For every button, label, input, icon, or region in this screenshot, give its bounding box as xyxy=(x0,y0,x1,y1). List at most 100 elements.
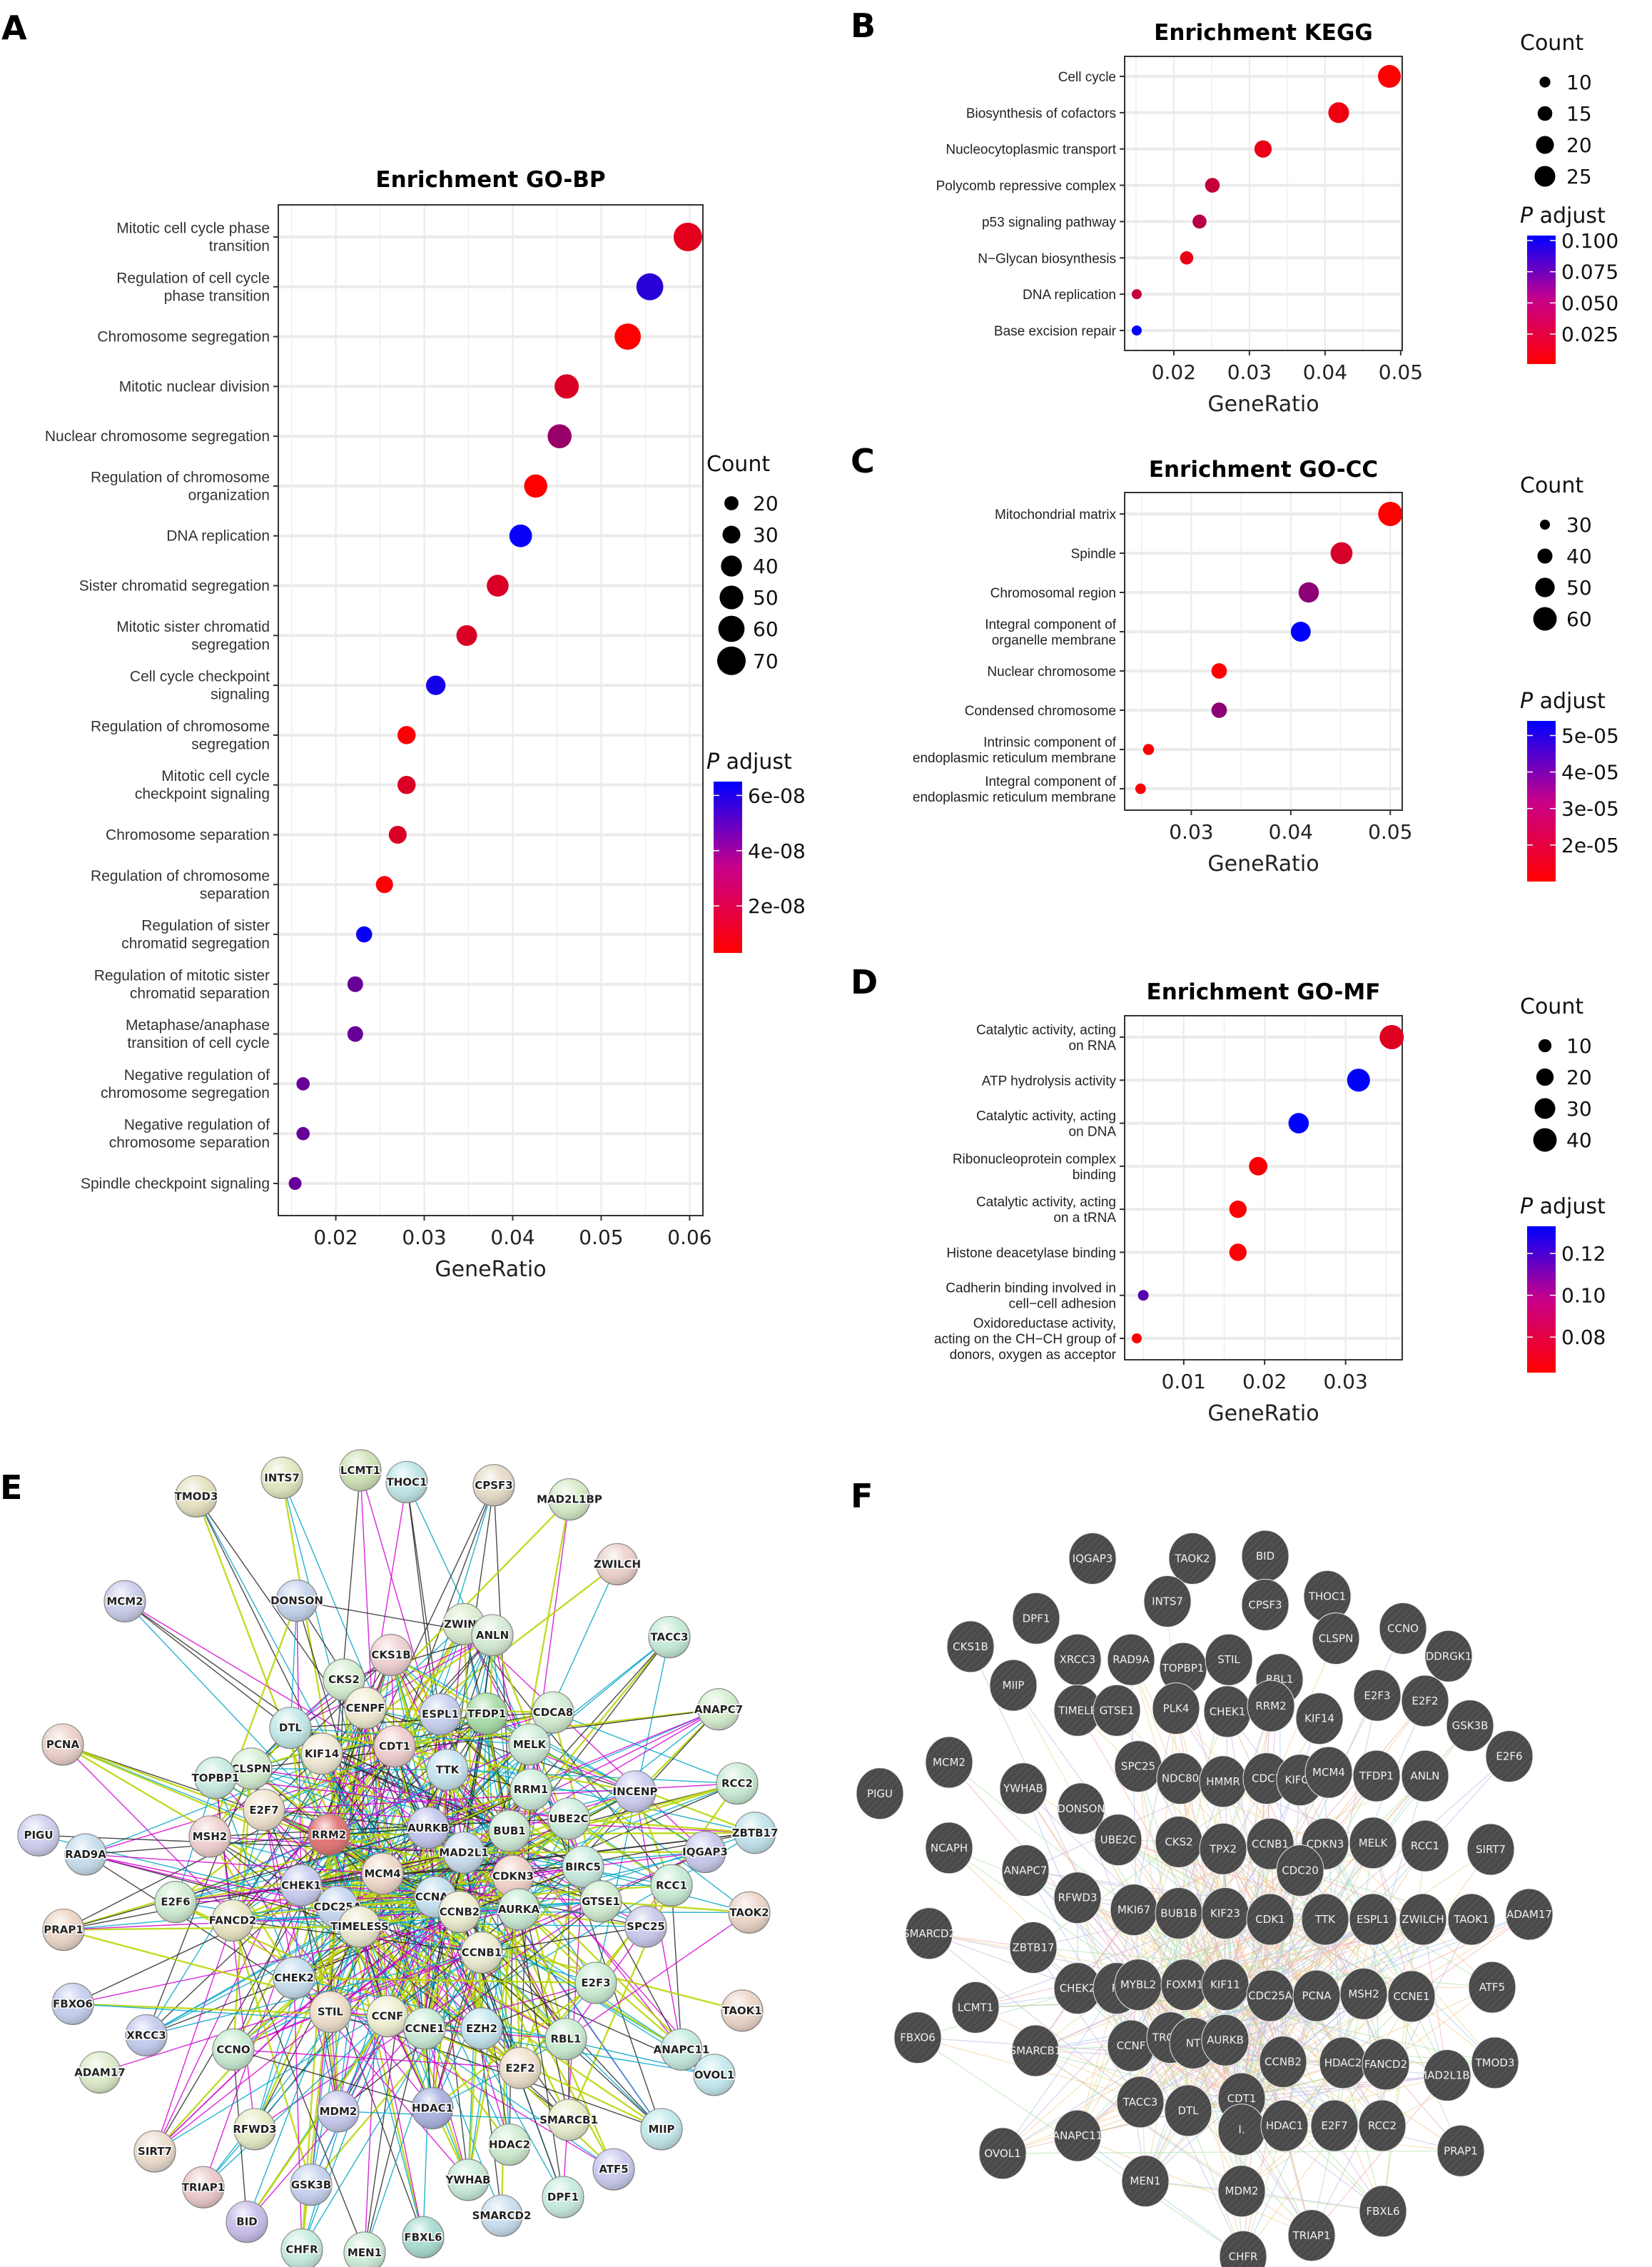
node-circle xyxy=(1201,2014,1250,2066)
y-category-label: Regulation of cell cycle xyxy=(116,270,270,286)
y-category-label: Polycomb repressive complex xyxy=(936,179,1117,194)
node-label: RCC1 xyxy=(656,1879,687,1892)
node-circle xyxy=(1259,2036,1307,2089)
node-label: STIL xyxy=(318,2006,344,2019)
y-category-label: checkpoint signaling xyxy=(135,786,270,802)
node-label: MSH2 xyxy=(193,1830,228,1843)
node-label: NCAPH xyxy=(931,1842,968,1854)
protein-node: E2F7 xyxy=(243,1789,285,1832)
network-edge xyxy=(463,1623,672,1886)
node-label: CPSF3 xyxy=(1248,1598,1282,1611)
data-point xyxy=(1131,289,1142,300)
gene-node: TAOK2 xyxy=(1168,1533,1217,1585)
network-edge xyxy=(1023,1788,1242,2131)
node-circle xyxy=(1152,1682,1200,1735)
node-highlight xyxy=(79,2051,121,2094)
node-highlight xyxy=(472,1614,513,1656)
gene-node: THOC1 xyxy=(1303,1570,1352,1622)
gene-node: AURKB xyxy=(1201,2014,1250,2066)
gene-node: E2F6 xyxy=(1485,1730,1534,1783)
y-category-label: chromatid segregation xyxy=(121,936,270,952)
node-label: CDT1 xyxy=(1227,2092,1257,2105)
gene-node: INTS7 xyxy=(1143,1575,1192,1627)
network-edge xyxy=(208,1836,295,1979)
node-highlight xyxy=(370,1634,412,1676)
node-label: GSK3B xyxy=(1452,1720,1489,1732)
node-label: MDM2 xyxy=(320,2105,358,2118)
size-legend-dot xyxy=(1534,1098,1556,1119)
node-circle xyxy=(1423,2049,1471,2102)
y-category-label: on RNA xyxy=(1068,1039,1116,1054)
p-italic: P xyxy=(706,749,720,774)
data-point xyxy=(487,575,509,597)
size-legend-dot xyxy=(1533,1128,1557,1152)
size-legend-dot xyxy=(724,496,739,510)
network-edge xyxy=(233,2049,521,2069)
y-category-label: Mitotic nuclear division xyxy=(119,378,270,395)
node-circle xyxy=(1505,1888,1554,1941)
node-label: FBXL6 xyxy=(1366,2205,1399,2218)
node-label: CCNO xyxy=(1387,1622,1419,1635)
node-circle xyxy=(1301,1893,1349,1946)
node-highlight xyxy=(155,1881,196,1923)
protein-node: CDT1 xyxy=(373,1725,416,1768)
gene-node: E2F3 xyxy=(1353,1669,1402,1722)
gene-node: TTK xyxy=(1301,1893,1349,1946)
protein-node: SIRT7 xyxy=(133,2130,176,2173)
color-legend-title: P adjust xyxy=(706,749,792,774)
network-edge xyxy=(530,1709,719,1790)
colorbar xyxy=(1527,721,1556,882)
node-label: PIGU xyxy=(867,1787,893,1800)
protein-node: ANAPC7 xyxy=(693,1688,744,1731)
node-circle xyxy=(1424,1630,1473,1682)
node-circle xyxy=(905,1907,953,1960)
node-highlight xyxy=(280,1864,322,1907)
node-label: DONSON xyxy=(1057,1802,1105,1815)
node-label: YWHAB xyxy=(445,2173,490,2186)
node-highlight xyxy=(427,1749,468,1791)
protein-node: AURKB xyxy=(407,1807,450,1849)
node-label: CHEK2 xyxy=(1060,1982,1096,1995)
network-edge xyxy=(290,1727,388,2016)
data-point xyxy=(388,825,407,844)
node-highlight xyxy=(625,1906,667,1948)
protein-node: BUB1 xyxy=(488,1809,531,1852)
node-label: MDM2 xyxy=(1225,2185,1259,2198)
plot-area xyxy=(1125,56,1402,350)
node-circle xyxy=(1287,2209,1336,2262)
data-point xyxy=(1192,214,1207,229)
data-point xyxy=(1229,1200,1247,1218)
node-highlight xyxy=(489,1810,530,1852)
colorbar-label: 0.025 xyxy=(1561,323,1618,346)
node-highlight xyxy=(500,2047,541,2089)
node-highlight xyxy=(447,2159,489,2201)
node-label: AURKB xyxy=(407,1822,449,1834)
node-circle xyxy=(1068,1533,1117,1585)
network-edge xyxy=(330,1897,436,2013)
x-tick-label: 0.02 xyxy=(1242,1370,1287,1393)
network-edge xyxy=(290,1600,298,1728)
node-layer: IQGAP3 TAOK2 BID THOC1 INTS7 CPSF3 DPF1 CLSPN CC… xyxy=(856,1530,1554,2267)
network-edge xyxy=(175,1834,330,1903)
node-label: RRM1 xyxy=(514,1783,548,1796)
node-label: DTL xyxy=(279,1722,303,1735)
protein-node: CHEK2 xyxy=(273,1957,315,1999)
gene-node: MCM4 xyxy=(1304,1746,1353,1799)
protein-node: CHFR xyxy=(280,2228,323,2267)
gene-node: CLSPN xyxy=(1312,1612,1360,1665)
network-edge xyxy=(63,1926,360,1931)
data-point xyxy=(296,1126,310,1141)
size-legend-label: 30 xyxy=(753,523,779,547)
protein-node: FBXL6 xyxy=(402,2216,445,2258)
network-edge xyxy=(208,1600,298,1837)
y-category-label: Intrinsic component of xyxy=(983,735,1117,750)
protein-node: ANLN xyxy=(471,1614,514,1657)
network-edge xyxy=(290,1635,493,1729)
network-edge xyxy=(203,2016,388,2188)
x-tick-label: 0.03 xyxy=(1169,820,1213,844)
protein-node: KIF14 xyxy=(300,1732,343,1775)
protein-node: TAOK1 xyxy=(721,1989,764,2032)
network-edge xyxy=(263,1782,738,1811)
size-legend-dot xyxy=(1536,1068,1554,1086)
data-point xyxy=(1211,702,1227,718)
